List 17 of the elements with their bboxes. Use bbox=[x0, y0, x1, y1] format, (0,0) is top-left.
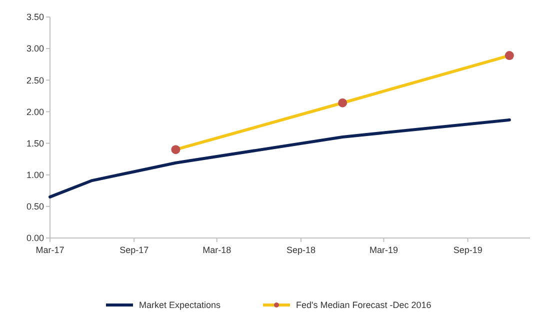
y-tick-label: 1.00 bbox=[26, 170, 44, 180]
y-tick-label: 2.00 bbox=[26, 106, 44, 117]
x-tick-label: Sep-18 bbox=[286, 245, 316, 255]
y-tick-label: 0.00 bbox=[26, 233, 44, 244]
x-tick-label: Mar-17 bbox=[36, 245, 64, 255]
y-tick-label: 3.00 bbox=[26, 44, 44, 54]
y-tick-label: 0.50 bbox=[26, 202, 44, 212]
y-tick-label: 1.50 bbox=[26, 138, 44, 148]
line-series bbox=[48, 118, 511, 198]
x-tick-label: Sep-19 bbox=[453, 245, 482, 255]
legend-label: Fed's Median Forecast -Dec 2016 bbox=[296, 300, 432, 310]
y-tick-label: 2.50 bbox=[26, 75, 44, 86]
legend-label: Market Expectations bbox=[139, 300, 222, 310]
x-tick-label: Mar-18 bbox=[202, 245, 232, 255]
x-tick-label: Sep-17 bbox=[120, 245, 149, 255]
y-tick-label: 3.50 bbox=[26, 12, 44, 22]
x-tick-label: Mar-19 bbox=[369, 245, 398, 255]
